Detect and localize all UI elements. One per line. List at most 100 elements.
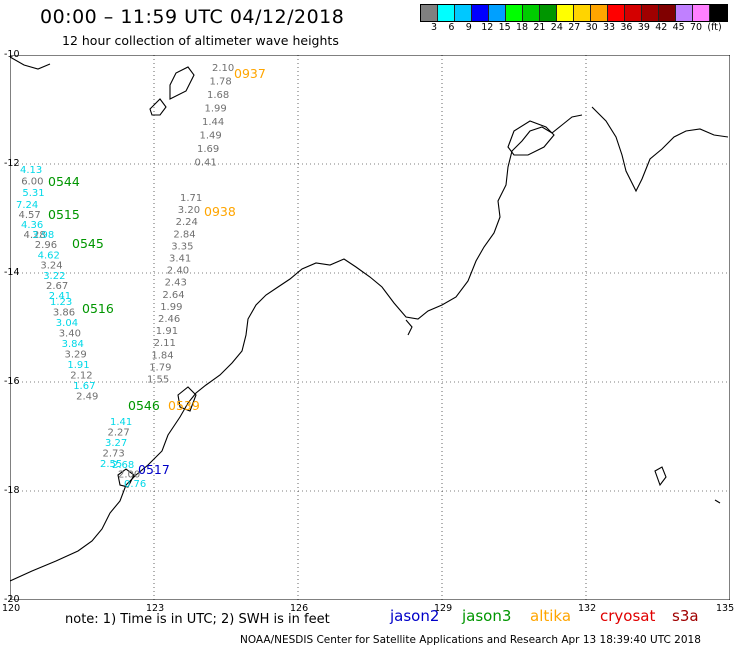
legend-label: 39 bbox=[637, 22, 650, 33]
wave-height-value: 2.24 bbox=[176, 217, 198, 228]
wave-height-value: 1.91 bbox=[156, 326, 178, 337]
legend-label: 24 bbox=[550, 22, 563, 33]
wave-height-value: 4.36 bbox=[21, 220, 43, 231]
latitude-label: -14 bbox=[4, 267, 20, 278]
latitude-label: -10 bbox=[4, 49, 20, 60]
footnote: note: 1) Time is in UTC; 2) SWH is in fe… bbox=[65, 612, 330, 627]
wave-height-value: 4.28 bbox=[24, 230, 46, 241]
wave-height-value: 1.99 bbox=[160, 302, 182, 313]
satellite-altika: altika bbox=[530, 607, 572, 625]
map-border bbox=[10, 55, 730, 600]
color-legend bbox=[420, 4, 728, 22]
legend-swatch bbox=[693, 5, 710, 21]
wave-height-value: 1.55 bbox=[147, 375, 169, 386]
wave-height-value: 3.22 bbox=[43, 271, 65, 282]
legend-label: 36 bbox=[620, 22, 633, 33]
graticule bbox=[10, 55, 730, 600]
legend-label: 27 bbox=[568, 22, 581, 33]
wave-height-value: 2.68 bbox=[112, 460, 134, 471]
wave-height-value: 1.49 bbox=[200, 131, 222, 142]
longitude-label: 135 bbox=[716, 603, 735, 614]
wave-height-value: 2.27 bbox=[108, 428, 130, 439]
longitude-label: 129 bbox=[434, 603, 453, 614]
satellite-jason2: jason2 bbox=[390, 607, 440, 625]
legend-swatch bbox=[608, 5, 625, 21]
wave-height-value: 2.46 bbox=[158, 314, 180, 325]
pass-time-label: 0938 bbox=[204, 204, 236, 219]
wave-height-value: 1.23 bbox=[50, 297, 72, 308]
pass-time-label: 0546 bbox=[128, 398, 160, 413]
pass-time-label: 0544 bbox=[48, 174, 80, 189]
satellite-s3a: s3a bbox=[672, 607, 699, 625]
wave-height-value: 2.11 bbox=[154, 338, 176, 349]
wave-height-value: 1.71 bbox=[180, 193, 202, 204]
wave-height-value: 4.57 bbox=[19, 210, 41, 221]
longitude-label: 126 bbox=[290, 603, 309, 614]
wave-height-value: 0.41 bbox=[195, 158, 217, 169]
satellite-jason3: jason3 bbox=[462, 607, 512, 625]
wave-height-value: 3.27 bbox=[105, 438, 127, 449]
wave-height-value: 5.31 bbox=[22, 188, 44, 199]
wave-height-value: 4.62 bbox=[38, 250, 60, 261]
wave-height-value: 2.00 bbox=[118, 470, 140, 481]
legend-label: 9 bbox=[465, 22, 472, 33]
latitude-label: -20 bbox=[4, 594, 20, 605]
wave-height-value: 2.84 bbox=[173, 229, 195, 240]
wave-height-value: 3.98 bbox=[32, 230, 54, 241]
wave-height-value: 3.04 bbox=[56, 318, 78, 329]
legend-swatch bbox=[710, 5, 727, 21]
wave-height-value: 2.49 bbox=[76, 392, 98, 403]
wave-height-value: 2.73 bbox=[103, 449, 125, 460]
legend-label: 12 bbox=[481, 22, 494, 33]
wave-height-value: 1.69 bbox=[197, 144, 219, 155]
map-panel[interactable]: 2.10 1.78 1.68 1.99 1.44 1.49 1.69 0.41 0937 1.71… bbox=[10, 55, 730, 600]
coastline bbox=[10, 56, 729, 582]
legend-label: 3 bbox=[431, 22, 438, 33]
wave-height-value: 1.84 bbox=[151, 350, 173, 361]
legend-swatch bbox=[591, 5, 608, 21]
wave-height-value: 1.99 bbox=[205, 104, 227, 115]
legend-label: 15 bbox=[498, 22, 511, 33]
legend-label: 70 bbox=[690, 22, 703, 33]
wave-height-value: 1.67 bbox=[73, 381, 95, 392]
legend-label: 33 bbox=[603, 22, 616, 33]
observation-tracks: 2.10 1.78 1.68 1.99 1.44 1.49 1.69 0.41 0937 1.71… bbox=[16, 63, 266, 490]
legend-swatch bbox=[540, 5, 557, 21]
legend-swatch bbox=[523, 5, 540, 21]
wave-height-value: 2.43 bbox=[165, 278, 187, 289]
wave-height-value: 3.20 bbox=[178, 205, 200, 216]
latitude-label: -18 bbox=[4, 485, 20, 496]
legend-swatch bbox=[659, 5, 676, 21]
pass-time-label: 0545 bbox=[72, 236, 104, 251]
wave-height-value: 1.44 bbox=[202, 117, 224, 128]
legend-swatch bbox=[557, 5, 574, 21]
pass-time-label: 0937 bbox=[234, 66, 266, 81]
wave-height-value: 4.13 bbox=[20, 165, 42, 176]
pass-time-label: 0539 bbox=[168, 398, 200, 413]
legend-swatch bbox=[455, 5, 472, 21]
wave-height-value: 0.76 bbox=[124, 479, 146, 490]
longitude-label: 132 bbox=[578, 603, 597, 614]
latitude-label: -12 bbox=[4, 158, 20, 169]
wave-height-value: 3.29 bbox=[65, 350, 87, 361]
longitude-label: 123 bbox=[146, 603, 165, 614]
wave-height-value: 3.24 bbox=[40, 261, 62, 272]
wave-height-value: 3.84 bbox=[62, 339, 84, 350]
wave-height-value: 2.67 bbox=[46, 281, 68, 292]
legend-label: 21 bbox=[533, 22, 546, 33]
latitude-label: -16 bbox=[4, 376, 20, 387]
wave-height-value: 2.55 bbox=[100, 459, 122, 470]
pass-time-label: 0517 bbox=[138, 462, 170, 477]
longitude-label: 120 bbox=[2, 603, 21, 614]
pass-time-label: 0516 bbox=[82, 301, 114, 316]
wave-height-value: 1.78 bbox=[210, 77, 232, 88]
legend-label: 6 bbox=[448, 22, 455, 33]
credit-line: NOAA/NESDIS Center for Satellite Applica… bbox=[240, 634, 701, 646]
page-title: 00:00 – 11:59 UTC 04/12/2018 bbox=[40, 6, 345, 28]
wave-height-value: 1.68 bbox=[207, 90, 229, 101]
legend-swatch bbox=[438, 5, 455, 21]
wave-height-value: 1.91 bbox=[67, 360, 89, 371]
legend-label: 30 bbox=[585, 22, 598, 33]
wave-height-value: 2.40 bbox=[167, 266, 189, 277]
legend-swatch bbox=[676, 5, 693, 21]
